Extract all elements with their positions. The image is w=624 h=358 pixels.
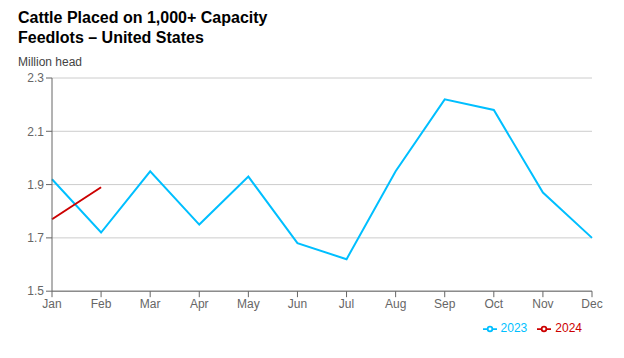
html-text:2023: 2023 [500, 321, 528, 336]
svg-text:Apr: Apr [190, 297, 209, 311]
svg-text:May: May [237, 297, 260, 311]
svg-text:Dec: Dec [581, 297, 602, 311]
svg-text:Nov: Nov [532, 297, 553, 311]
html-text:2024: 2024 [555, 321, 582, 336]
svg-text:Aug: Aug [385, 297, 406, 311]
svg-text:1.7: 1.7 [27, 231, 44, 245]
html-text:Million head: Million head [18, 55, 82, 69]
html-text:Feedlots – United States: Feedlots – United States [18, 29, 204, 46]
svg-text:Jul: Jul [339, 297, 354, 311]
svg-text:Sep: Sep [434, 297, 456, 311]
svg-text:1.5: 1.5 [27, 284, 44, 298]
svg-text:2.1: 2.1 [27, 125, 44, 139]
html-text:Cattle Placed on 1,000+ Capaci: Cattle Placed on 1,000+ Capacity [18, 9, 268, 26]
svg-text:2.3: 2.3 [27, 71, 44, 85]
svg-text:Feb: Feb [91, 297, 112, 311]
svg-text:Mar: Mar [140, 297, 161, 311]
svg-text:Oct: Oct [484, 297, 503, 311]
svg-text:Jan: Jan [42, 297, 61, 311]
svg-text:1.9: 1.9 [27, 178, 44, 192]
svg-text:Jun: Jun [288, 297, 307, 311]
